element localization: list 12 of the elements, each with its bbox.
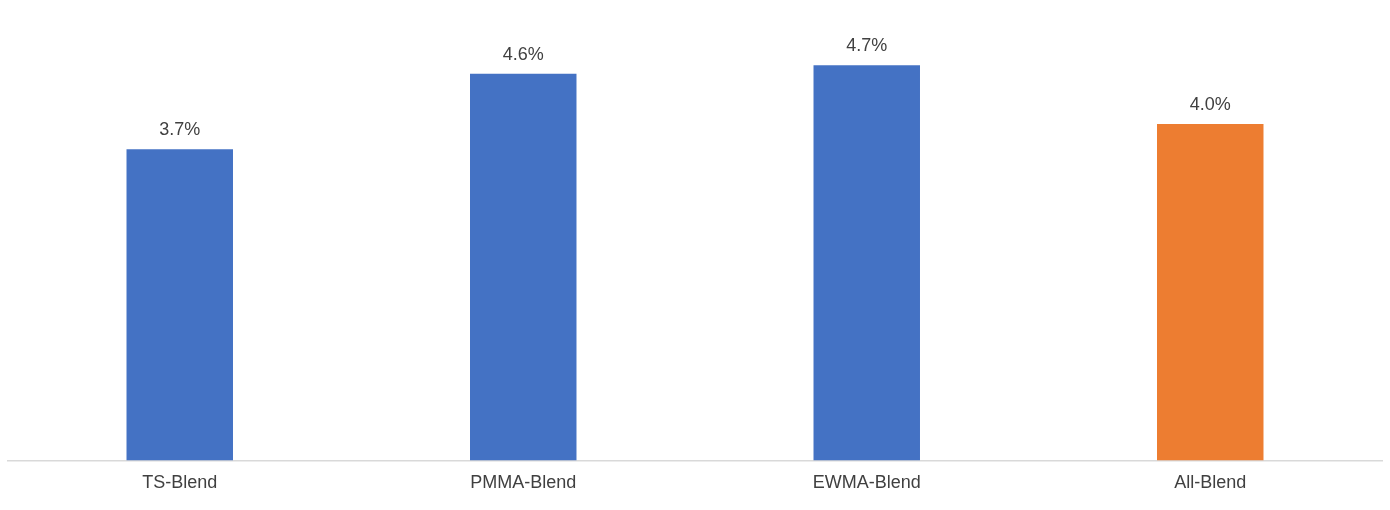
bar <box>126 149 233 461</box>
data-label: 4.6% <box>502 43 544 64</box>
data-label: 4.7% <box>846 35 888 56</box>
bar <box>1157 124 1264 461</box>
data-label: 4.0% <box>1189 94 1231 115</box>
x-tick-label: PMMA-Blend <box>470 472 577 493</box>
x-tick-label: EWMA-Blend <box>812 472 921 493</box>
x-tick-label: TS-Blend <box>142 472 218 493</box>
x-tick-label: All-Blend <box>1174 472 1247 493</box>
bar <box>470 73 577 461</box>
bar <box>813 65 920 461</box>
data-label: 3.7% <box>159 119 201 140</box>
